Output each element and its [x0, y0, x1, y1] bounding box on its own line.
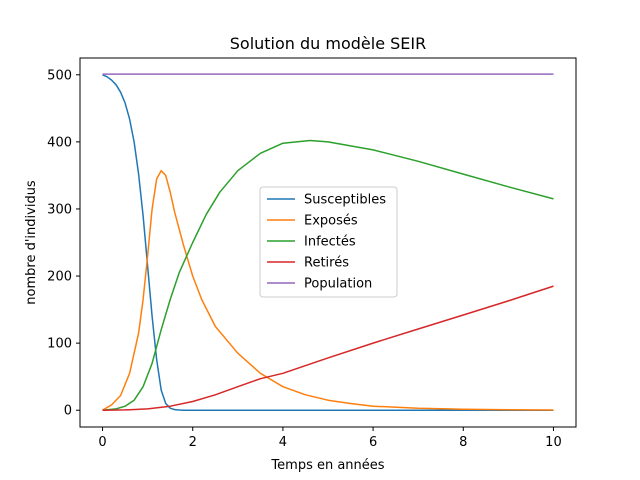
series-line-1 [102, 169, 554, 411]
y-tick-label: 100 [47, 337, 72, 352]
y-axis-ticks: 0 100 200 300 400 500 [47, 68, 80, 419]
x-tick-label: 0 [98, 435, 106, 450]
legend-label-2: Infectés [304, 235, 356, 250]
legend-label-0: Susceptibles [304, 193, 386, 208]
x-tick-label: 4 [279, 435, 287, 450]
y-tick-label: 400 [47, 135, 72, 150]
legend: Susceptibles Exposés Infectés Retirés Popula… [259, 186, 398, 298]
y-tick-label: 0 [64, 404, 72, 419]
y-tick-label: 300 [47, 202, 72, 217]
series-line-0 [102, 74, 554, 411]
x-axis-ticks: 0 2 4 6 8 10 [98, 427, 562, 450]
chart-title: Solution du modèle SEIR [230, 34, 427, 53]
x-tick-label: 8 [459, 435, 467, 450]
y-axis-label: nombre d'individus [24, 180, 39, 305]
legend-label-4: Population [304, 277, 372, 292]
x-tick-label: 6 [369, 435, 377, 450]
plot-area [102, 73, 554, 411]
x-tick-label: 10 [545, 435, 562, 450]
y-tick-label: 500 [47, 68, 72, 83]
y-tick-label: 200 [47, 270, 72, 285]
series-line-3 [102, 285, 554, 411]
axes-frame [79, 57, 577, 428]
x-tick-label: 2 [189, 435, 197, 450]
x-axis-label: Temps en années [270, 458, 384, 473]
legend-box [259, 186, 398, 298]
legend-label-1: Exposés [304, 214, 358, 229]
legend-label-3: Retirés [304, 256, 349, 271]
series-line-2 [102, 139, 554, 411]
